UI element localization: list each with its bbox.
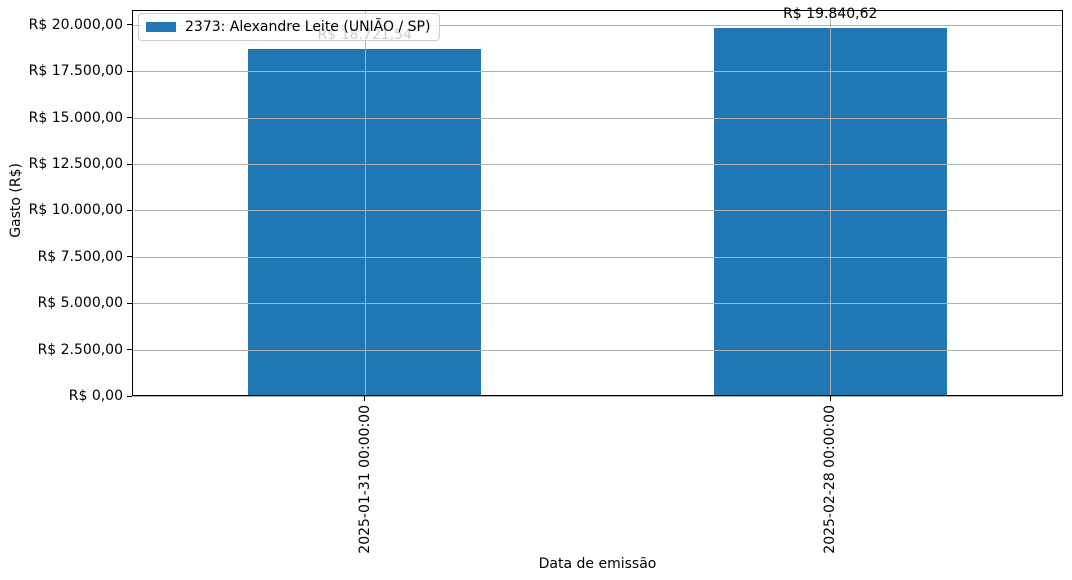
y-tick-mark (127, 302, 132, 304)
y-tick-mark (127, 256, 132, 258)
gridline (133, 396, 1062, 397)
gridline (133, 349, 1062, 351)
y-tick-mark (127, 395, 132, 397)
plot-area (132, 10, 1063, 397)
x-tick-mark (364, 396, 366, 401)
legend-color-swatch (146, 22, 176, 32)
y-tick-label: R$ 20.000,00 (28, 16, 123, 33)
gridline (133, 164, 1062, 166)
gridline (133, 71, 1062, 73)
y-tick-label: R$ 5.000,00 (37, 295, 123, 312)
legend-label: 2373: Alexandre Leite (UNIÃO / SP) (185, 18, 431, 35)
y-tick-mark (127, 163, 132, 165)
gridline (133, 210, 1062, 212)
gridline (133, 256, 1062, 258)
y-tick-label: R$ 15.000,00 (28, 109, 123, 126)
bar-value-label: R$ 19.840,62 (783, 5, 878, 22)
y-tick-label: R$ 17.500,00 (28, 63, 123, 80)
y-tick-label: R$ 2.500,00 (37, 341, 123, 358)
y-tick-label: R$ 10.000,00 (28, 202, 123, 219)
y-tick-label: R$ 12.500,00 (28, 156, 123, 173)
gridline (830, 11, 832, 395)
y-tick-mark (127, 209, 132, 211)
x-tick-label: 2025-02-28 00:00:00 (822, 405, 839, 554)
legend: 2373: Alexandre Leite (UNIÃO / SP) (138, 13, 441, 41)
gridline (133, 303, 1062, 305)
gridline (364, 11, 366, 395)
x-tick-label: 2025-01-31 00:00:00 (356, 405, 373, 554)
x-axis-title: Data de emissão (538, 556, 657, 572)
y-tick-mark (127, 349, 132, 351)
gridline (133, 24, 1062, 26)
y-tick-mark (127, 70, 132, 72)
y-axis-title: Gasto (R$) (8, 163, 24, 238)
y-tick-label: R$ 7.500,00 (37, 248, 123, 265)
y-tick-mark (127, 117, 132, 119)
x-tick-mark (829, 396, 831, 401)
grid-layer (133, 11, 1062, 397)
gridline (133, 117, 1062, 119)
y-tick-mark (127, 24, 132, 26)
y-tick-label: R$ 0,00 (68, 388, 123, 404)
